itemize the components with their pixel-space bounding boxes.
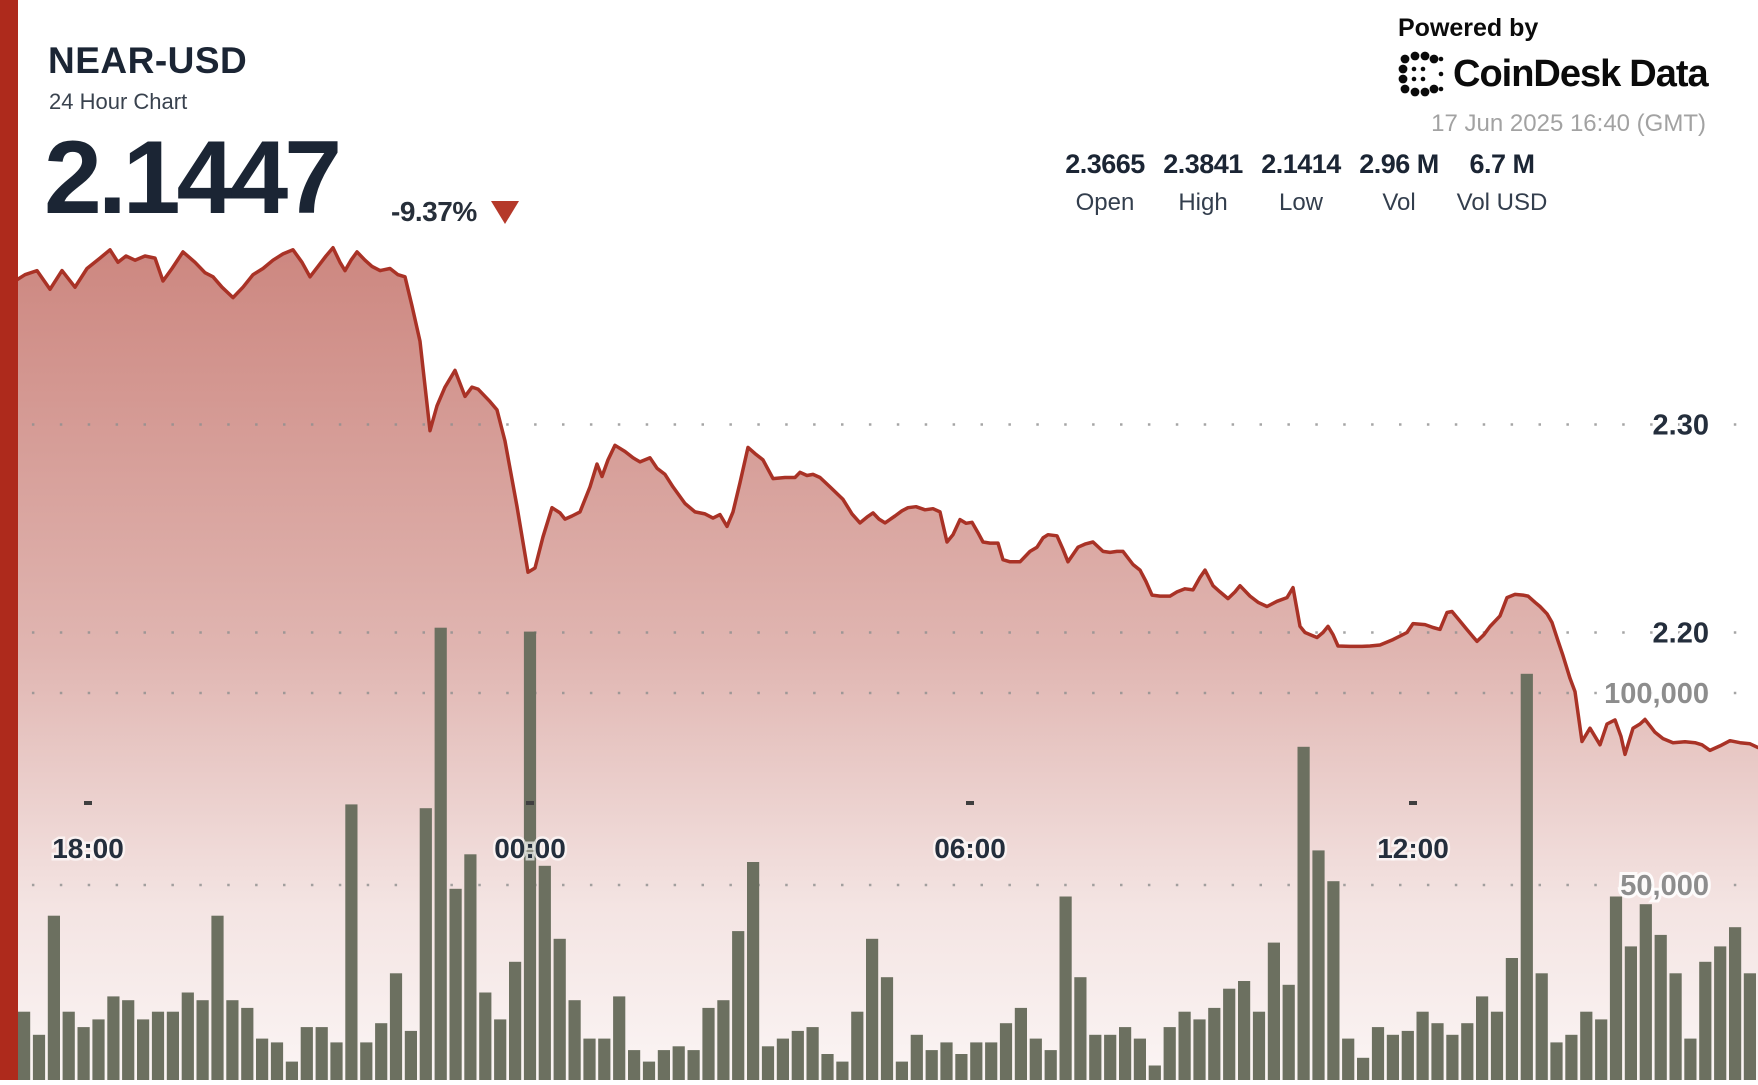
x-axis-tick — [84, 801, 92, 805]
stat-value: 2.3841 — [1163, 149, 1243, 179]
price-change-block: -9.37% — [391, 196, 519, 228]
x-axis-label: 18:00 — [52, 833, 124, 864]
price-tick-label: 2.30 — [1653, 410, 1709, 442]
volume-tick-label: 50,000 — [1620, 870, 1709, 902]
price-line — [0, 245, 1758, 757]
x-axis-label: 00:00 — [494, 833, 566, 864]
stat-value: 2.3665 — [1065, 149, 1145, 179]
stat-low: 2.1414 Low — [1252, 149, 1350, 217]
stat-high: 2.3841 High — [1154, 149, 1252, 217]
stat-label: Vol — [1382, 189, 1416, 216]
chart-subtitle: 24 Hour Chart — [49, 89, 188, 114]
stat-label: Low — [1278, 189, 1324, 216]
volume-tick-label: 100,000 — [1604, 678, 1709, 710]
price-area-fill — [0, 247, 1758, 1080]
coindesk-logo[interactable]: CoinDesk Data — [1398, 51, 1709, 97]
timestamp: 17 Jun 2025 16:40 (GMT) — [1431, 110, 1706, 137]
brand-name: CoinDesk — [1453, 52, 1621, 95]
stat-value: 6.7 M — [1469, 149, 1535, 179]
page-title: NEAR-USD — [48, 40, 248, 81]
x-axis: 18:00 00:00 06:00 12:00 — [50, 801, 1451, 867]
x-axis-tick — [526, 801, 534, 805]
stat-volume-usd: 6.7 M Vol USD — [1448, 149, 1556, 217]
stat-value: 2.96 M — [1359, 149, 1439, 179]
stat-label: Vol USD — [1456, 189, 1548, 216]
down-triangle-icon — [490, 200, 519, 224]
x-axis-tick — [966, 801, 974, 805]
current-price: 2.1447 — [44, 120, 342, 236]
coindesk-dots-icon — [1398, 51, 1444, 97]
x-axis-label: 12:00 — [1377, 833, 1449, 864]
brand-name-2: Data — [1629, 52, 1708, 95]
powered-by-label: Powered by — [1398, 14, 1539, 42]
left-accent-bar — [0, 0, 18, 1080]
stat-label: High — [1178, 189, 1228, 216]
price-tick-label: 2.20 — [1653, 618, 1709, 650]
stat-open: 2.3665 Open — [1056, 149, 1154, 217]
volume-bars — [18, 627, 1756, 1080]
stat-label: Open — [1075, 189, 1135, 216]
stat-value: 2.1414 — [1261, 149, 1341, 179]
stats-row: 2.3665 Open 2.3841 High 2.1414 Low 2.96 … — [1056, 149, 1556, 217]
y-axis-labels: 2.30 2.20 100,000 50,000 — [1601, 407, 1712, 906]
x-axis-label: 06:00 — [934, 833, 1006, 864]
stat-volume: 2.96 M Vol — [1350, 149, 1448, 217]
price-change-percent: -9.37% — [391, 196, 477, 227]
x-axis-tick — [1409, 801, 1417, 805]
